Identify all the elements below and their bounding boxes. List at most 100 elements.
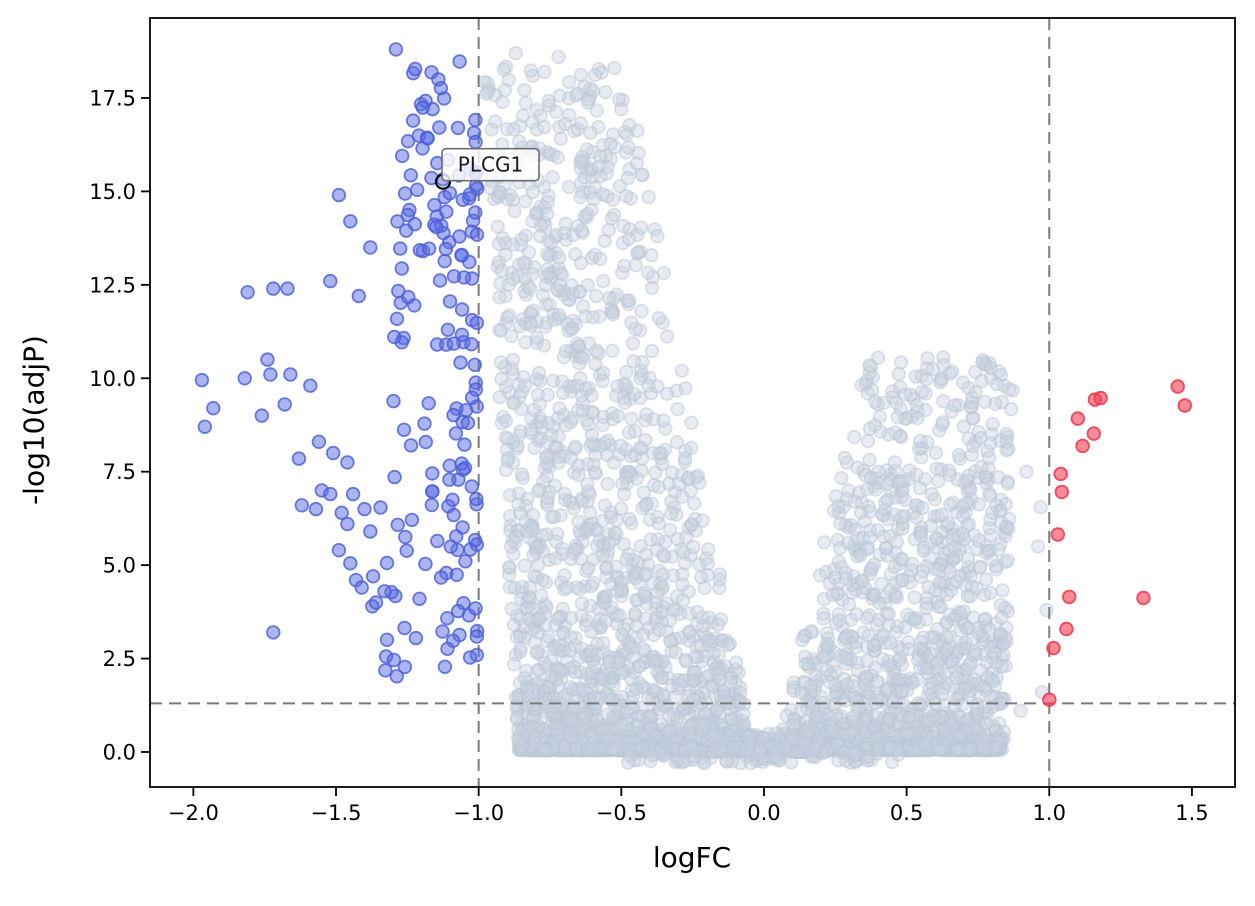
- not-significant-point: [890, 410, 905, 425]
- down-regulated-point: [343, 214, 358, 229]
- not-significant-point: [538, 450, 554, 466]
- not-significant-point: [573, 67, 589, 83]
- not-significant-point: [721, 637, 736, 653]
- down-regulated-point: [263, 367, 278, 382]
- not-significant-point: [531, 612, 547, 627]
- not-significant-point: [587, 659, 602, 674]
- not-significant-point: [848, 635, 864, 650]
- down-regulated-point: [400, 133, 416, 149]
- not-significant-point: [550, 150, 565, 165]
- down-regulated-point: [303, 378, 318, 393]
- down-regulated-point: [311, 434, 327, 450]
- not-significant-point: [893, 474, 908, 489]
- not-significant-point: [677, 556, 693, 571]
- not-significant-point: [937, 722, 952, 738]
- not-significant-point: [624, 411, 639, 427]
- not-significant-point: [806, 741, 821, 756]
- not-significant-point: [551, 49, 566, 65]
- down-regulated-point: [331, 187, 347, 203]
- down-regulated-point: [365, 569, 381, 584]
- not-significant-point: [669, 435, 685, 450]
- not-significant-point: [891, 366, 907, 382]
- not-significant-point: [676, 754, 691, 769]
- not-significant-point: [800, 657, 816, 672]
- not-significant-point: [527, 440, 542, 456]
- not-significant-point: [493, 185, 508, 201]
- down-regulated-point: [403, 438, 419, 453]
- not-significant-point: [677, 451, 693, 466]
- not-significant-point: [712, 666, 727, 681]
- not-significant-point: [506, 657, 522, 672]
- not-significant-point: [619, 552, 634, 567]
- down-regulated-point: [410, 182, 425, 198]
- not-significant-point: [881, 606, 897, 622]
- not-significant-point: [953, 623, 968, 639]
- down-regulated-point: [467, 532, 483, 548]
- not-significant-point: [607, 60, 622, 76]
- not-significant-point: [901, 710, 917, 726]
- not-significant-point: [584, 388, 599, 403]
- not-significant-point: [886, 694, 901, 709]
- not-significant-point: [848, 582, 863, 597]
- y-tick-label: 7.5: [103, 460, 136, 484]
- not-significant-point: [904, 562, 919, 578]
- down-regulated-point: [379, 632, 395, 648]
- not-significant-point: [521, 245, 537, 260]
- not-significant-point: [913, 433, 928, 449]
- not-significant-point: [492, 322, 507, 338]
- not-significant-point: [700, 567, 715, 583]
- down-regulated-point: [386, 652, 402, 668]
- not-significant-point: [529, 539, 544, 555]
- not-significant-point: [598, 84, 613, 100]
- not-significant-point: [712, 567, 728, 582]
- not-significant-point: [581, 417, 596, 432]
- not-significant-point: [847, 429, 862, 445]
- not-significant-point: [910, 411, 925, 426]
- not-significant-point: [550, 410, 566, 426]
- not-significant-point: [678, 381, 693, 396]
- not-significant-point: [931, 561, 946, 577]
- down-regulated-point: [323, 486, 338, 502]
- not-significant-point: [837, 450, 853, 466]
- not-significant-point: [898, 387, 913, 402]
- down-regulated-point: [395, 148, 410, 164]
- not-significant-point: [912, 481, 928, 496]
- not-significant-point: [541, 93, 556, 109]
- not-significant-point: [895, 683, 910, 699]
- down-regulated-point: [432, 120, 447, 135]
- not-significant-point: [484, 122, 499, 137]
- not-significant-point: [681, 470, 696, 485]
- series-up-regulated: [1042, 379, 1193, 707]
- not-significant-point: [629, 618, 644, 634]
- not-significant-point: [501, 559, 517, 575]
- not-significant-point: [666, 602, 681, 618]
- not-significant-point: [968, 385, 983, 400]
- not-significant-point: [557, 568, 572, 583]
- not-significant-point: [716, 684, 731, 699]
- not-significant-point: [981, 450, 997, 466]
- not-significant-point: [846, 714, 862, 729]
- down-regulated-point: [424, 497, 440, 513]
- down-regulated-point: [450, 120, 466, 136]
- down-regulated-point: [404, 512, 420, 528]
- not-significant-point: [934, 372, 949, 387]
- down-regulated-point: [469, 629, 485, 644]
- not-significant-point: [518, 95, 533, 111]
- not-significant-point: [957, 641, 972, 656]
- not-significant-point: [941, 516, 956, 531]
- not-significant-point: [587, 465, 603, 480]
- down-regulated-point: [468, 134, 483, 150]
- not-significant-point: [600, 476, 615, 492]
- down-regulated-point: [458, 554, 473, 569]
- not-significant-point: [795, 632, 810, 648]
- not-significant-point: [604, 304, 620, 320]
- not-significant-point: [622, 117, 637, 133]
- not-significant-point: [555, 385, 571, 401]
- not-significant-point: [559, 580, 574, 595]
- not-significant-point: [984, 552, 1000, 568]
- not-significant-point: [978, 469, 993, 484]
- not-significant-point: [613, 718, 629, 733]
- not-significant-point: [676, 545, 691, 560]
- not-significant-point: [615, 476, 630, 491]
- not-significant-point: [584, 516, 600, 532]
